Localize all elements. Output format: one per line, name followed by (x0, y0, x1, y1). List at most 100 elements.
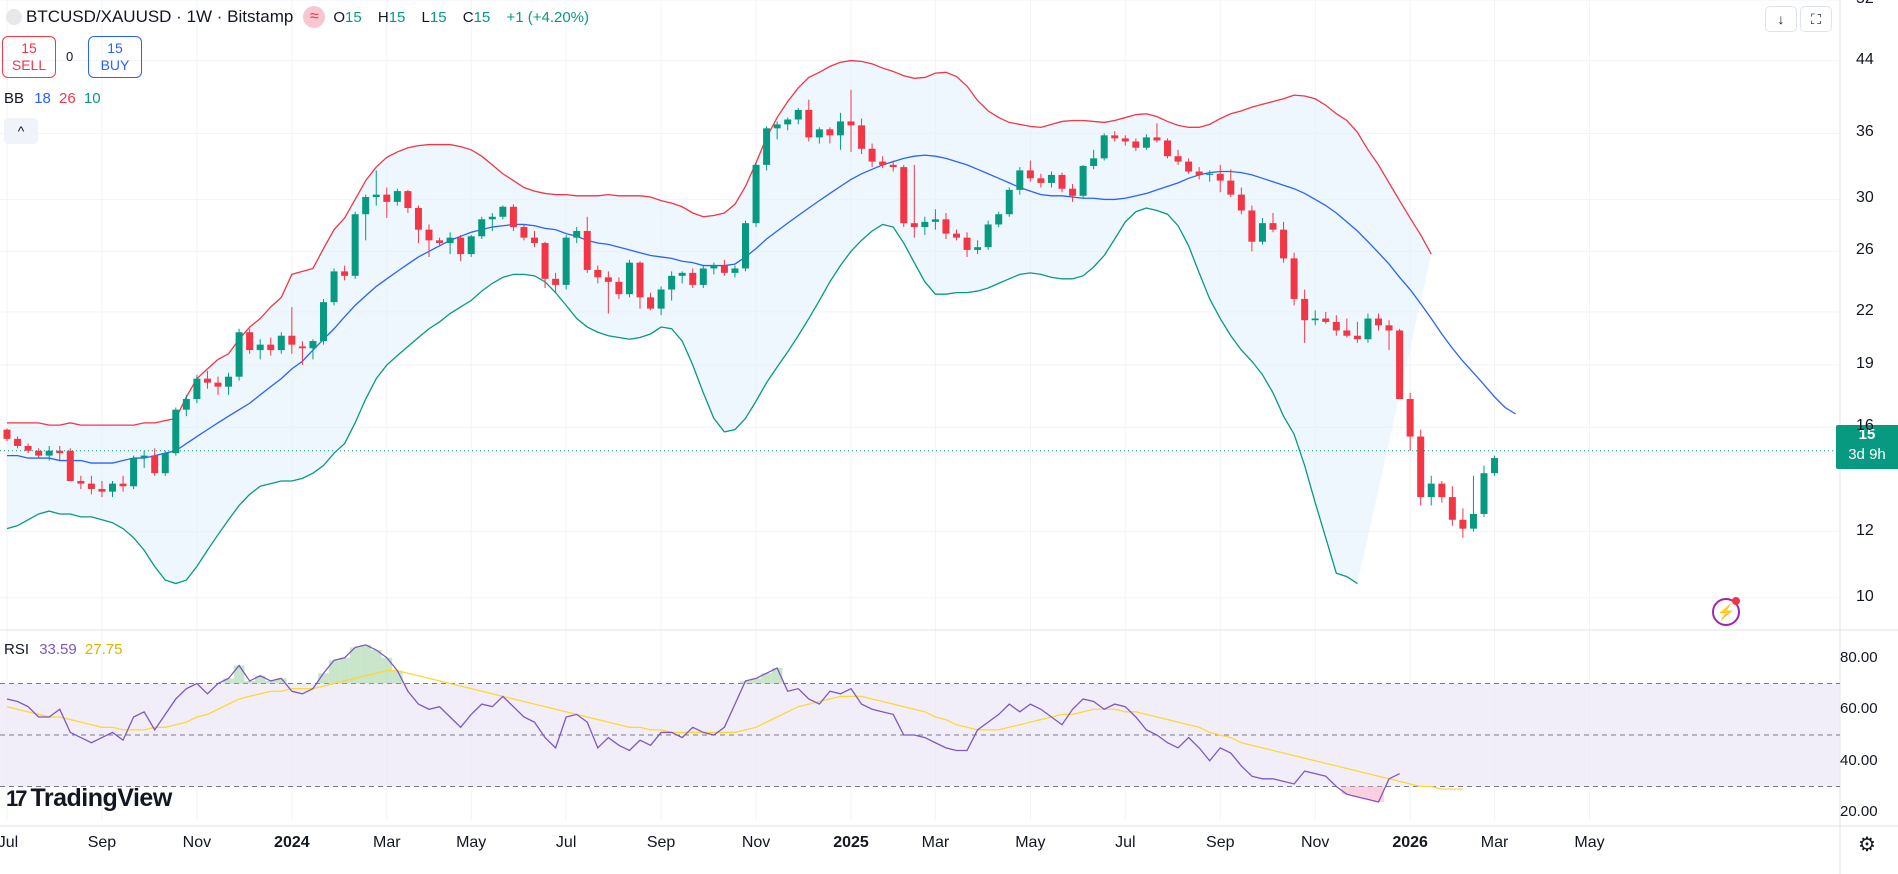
candle (351, 214, 359, 276)
candle (1237, 194, 1245, 211)
time-axis-label: Mar (921, 834, 950, 851)
candle (3, 429, 11, 439)
candle (1469, 513, 1477, 529)
time-axis-label: May (1015, 834, 1046, 851)
candle (425, 229, 433, 241)
chevron-up-icon: ^ (17, 123, 25, 139)
candle (1037, 178, 1045, 183)
candle (457, 237, 465, 255)
candle (815, 129, 823, 138)
settings-gear-icon[interactable]: ⚙ (1858, 834, 1876, 856)
candle (573, 230, 581, 238)
candle (647, 297, 655, 309)
symbol-title[interactable]: BTCUSD/XAUUSD · 1W · Bitstamp (26, 7, 294, 26)
candle (1016, 170, 1024, 190)
candle (1206, 173, 1214, 175)
candle (1132, 141, 1140, 148)
open-label: O (333, 8, 345, 26)
collapse-legend-button[interactable]: ^ (4, 118, 38, 144)
candle (1280, 229, 1288, 259)
sell-price: 15 (21, 40, 37, 56)
candle (921, 221, 929, 228)
candle (383, 194, 391, 202)
time-axis-label: Nov (1300, 834, 1330, 851)
rsi-axis-label: 20.00 (1840, 803, 1878, 821)
low-label: L (421, 8, 430, 26)
fullscreen-button[interactable]: ⛶ (1800, 6, 1832, 32)
candle (1427, 483, 1435, 498)
candle (520, 227, 528, 238)
candle (98, 488, 106, 492)
candle (1385, 325, 1393, 331)
candle (330, 271, 338, 303)
time-axis-label: Jul (555, 834, 577, 851)
tradingview-wordmark: TradingView (30, 784, 172, 812)
candle (858, 125, 866, 149)
candle (140, 455, 148, 459)
candle (478, 219, 486, 237)
candle (541, 243, 549, 279)
open-value: 15 (344, 8, 362, 26)
candle (1290, 258, 1298, 299)
close-value: 15 (473, 8, 491, 26)
close-label: C (462, 8, 474, 26)
download-button[interactable]: ↓ (1765, 6, 1797, 32)
price-axis-label: 19 (1856, 355, 1874, 373)
candle (14, 438, 22, 446)
candle (847, 121, 855, 126)
candle (509, 206, 517, 228)
candle (731, 268, 739, 273)
bb-basis-line (7, 154, 1516, 464)
candle (246, 332, 254, 351)
sell-label: SELL (11, 57, 47, 73)
candle (974, 247, 982, 250)
lightning-alert-icon[interactable]: ⚡ (1712, 597, 1740, 626)
candle (298, 346, 306, 349)
candle (499, 206, 507, 217)
rsi-axis-label: 40.00 (1840, 751, 1878, 769)
candle (172, 409, 180, 454)
sell-button[interactable]: 15 SELL (2, 36, 56, 78)
tradingview-mark-icon: 17 (6, 785, 28, 811)
bb-legend[interactable]: BB 18 26 10 (4, 90, 101, 107)
candle (309, 341, 317, 349)
time-axis-label: Mar (373, 834, 401, 851)
candle (625, 262, 633, 295)
ohlc-values: O15 H15 L15 C15 +1 (+4.20%) (333, 9, 595, 26)
candle (889, 164, 897, 168)
candle (1311, 318, 1319, 321)
current-price-value: 15 (1858, 426, 1876, 443)
candle (1142, 137, 1150, 148)
candle (393, 191, 401, 202)
candle (1258, 223, 1266, 242)
indicator-wave-icon[interactable]: ≈ (303, 6, 326, 28)
rsi-legend[interactable]: RSI 33.59 27.75 (4, 641, 122, 658)
candle (1417, 436, 1425, 498)
bb-name: BB (4, 90, 25, 107)
candle (256, 344, 264, 351)
rsi-axis-label: 80.00 (1840, 648, 1878, 666)
candle (1343, 330, 1351, 336)
candle (1480, 473, 1488, 514)
chart-header: BTCUSD/XAUUSD · 1W · Bitstamp ≈ O15 H15 … (0, 0, 595, 34)
candle (193, 378, 201, 400)
candle (1406, 399, 1414, 437)
candle (836, 121, 844, 136)
candle (531, 237, 538, 244)
candle (668, 275, 676, 290)
candle (1216, 173, 1224, 181)
buy-label: BUY (100, 57, 130, 73)
candle (678, 272, 686, 276)
time-axis-label: 2024 (274, 834, 310, 851)
candle (604, 277, 612, 282)
candle (794, 109, 802, 120)
candle (362, 197, 370, 215)
candle (583, 230, 591, 270)
buy-button[interactable]: 15 BUY (88, 36, 142, 78)
low-value: 15 (429, 8, 447, 26)
time-axis-label: Sep (87, 834, 117, 851)
high-label: H (377, 8, 389, 26)
candle (995, 214, 1003, 225)
spread-value: 0 (66, 49, 74, 64)
